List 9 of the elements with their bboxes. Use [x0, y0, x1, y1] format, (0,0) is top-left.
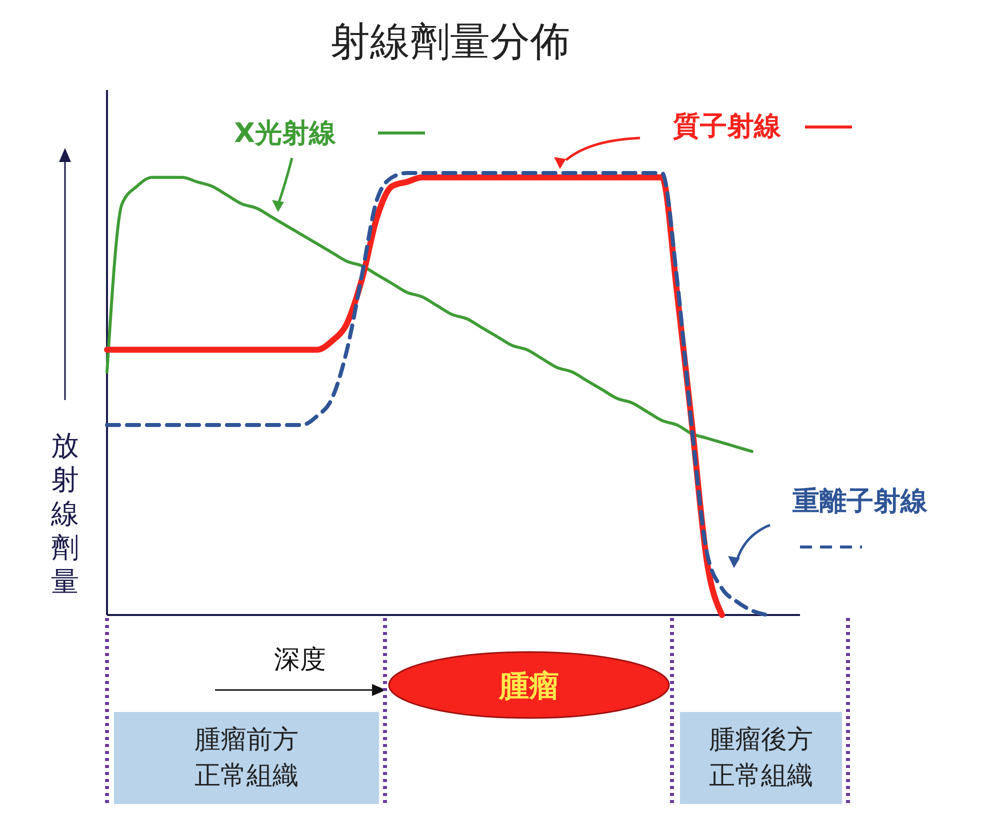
text: 腫瘤前方正常組織 — [194, 725, 298, 791]
chart-title: 射線劑量分佈 — [330, 19, 570, 65]
x-axis-title: 深度 — [274, 645, 326, 675]
text: 腫瘤 — [498, 669, 559, 704]
text: 腫瘤後方正常組織 — [709, 725, 813, 791]
text: 重離子射線 — [792, 486, 928, 517]
y-axis-title: 放射線劑量 — [50, 429, 79, 598]
legend-label: X光射線 — [234, 118, 337, 149]
legend-label: 質子射線 — [672, 111, 782, 142]
